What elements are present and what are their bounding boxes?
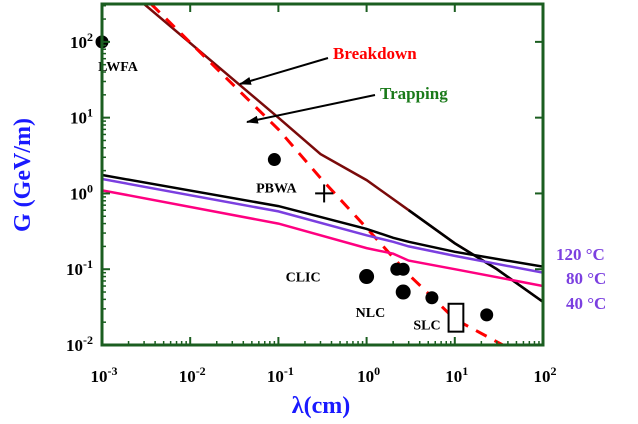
right-label-120: 120 °C — [556, 245, 605, 264]
series-line-120-c — [102, 173, 543, 268]
y-tick-label: 10-1 — [66, 257, 93, 279]
data-point — [425, 291, 439, 305]
point-label-slc: SLC — [413, 319, 440, 334]
slc-box — [447, 302, 465, 333]
series-line-trapping — [150, 4, 504, 345]
right-label-40: 40 °C — [566, 294, 606, 313]
data-point — [395, 284, 411, 300]
data-point — [480, 308, 494, 322]
point-label-clic: CLIC — [286, 271, 321, 286]
series-line-80-c — [102, 177, 543, 274]
points-layer: LWFA PBWA CLIC NLC SLC — [95, 35, 494, 334]
annotation-trapping: Trapping — [380, 84, 448, 103]
y-tick-label: 102 — [70, 30, 93, 52]
x-tick-label: 10-1 — [267, 364, 294, 386]
point-label-lwfa: LWFA — [98, 60, 139, 75]
y-axis-label: G (GeV/m) — [10, 118, 36, 232]
data-point — [359, 269, 375, 285]
x-tick-label: 100 — [357, 364, 380, 386]
x-tick-label: 10-3 — [91, 364, 118, 386]
x-tick-label: 102 — [534, 364, 557, 386]
point-label-nlc: NLC — [356, 306, 386, 321]
y-tick-label: 100 — [70, 181, 93, 203]
point-label-pbwa: PBWA — [256, 182, 297, 197]
data-point — [396, 262, 410, 276]
series-line-40-c — [102, 189, 543, 288]
right-label-80: 80 °C — [566, 269, 606, 288]
plot-frame — [100, 2, 545, 347]
data-point — [267, 153, 281, 167]
x-tick-label: 101 — [445, 364, 468, 386]
y-tick-label: 101 — [70, 106, 93, 128]
trapping-arrow — [246, 94, 376, 124]
y-tick-label: 10-2 — [66, 333, 93, 355]
series-layer — [102, 4, 543, 345]
x-tick-label: 10-2 — [179, 364, 206, 386]
annotation-breakdown: Breakdown — [333, 44, 417, 63]
x-axis-label: λ(cm) — [292, 393, 350, 419]
ticks-layer: 10-3 10-2 10-1 100 101 102 10-2 10-1 100 101 102 — [66, 4, 557, 386]
breakdown-arrow — [239, 57, 329, 85]
